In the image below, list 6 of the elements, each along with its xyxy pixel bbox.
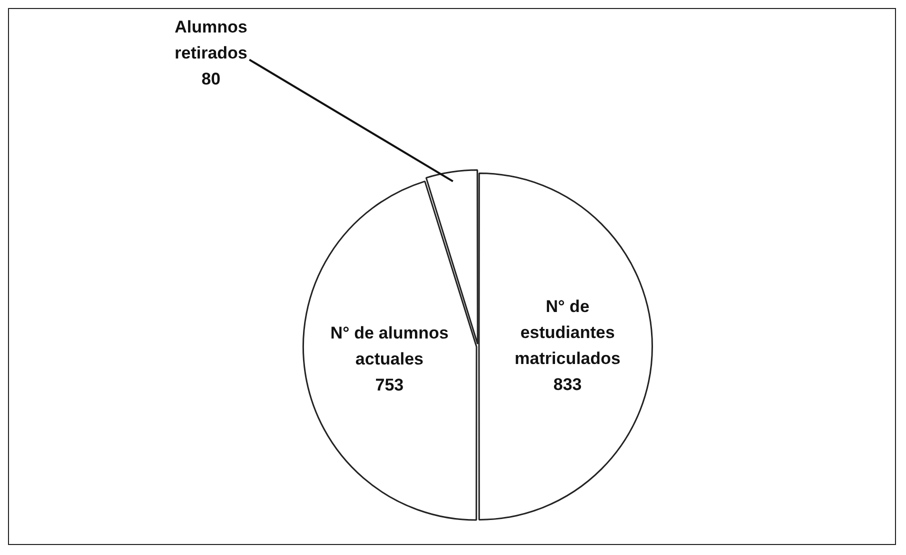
slice-label: Alumnos retirados: [174, 17, 248, 62]
slice-label: N° de alumnos actuales: [330, 324, 449, 369]
data-label: 833: [553, 375, 582, 394]
data-label: 80: [202, 69, 220, 88]
slice-label: N° de estudiantes matriculados: [514, 297, 620, 368]
data-label: 753: [375, 376, 404, 395]
